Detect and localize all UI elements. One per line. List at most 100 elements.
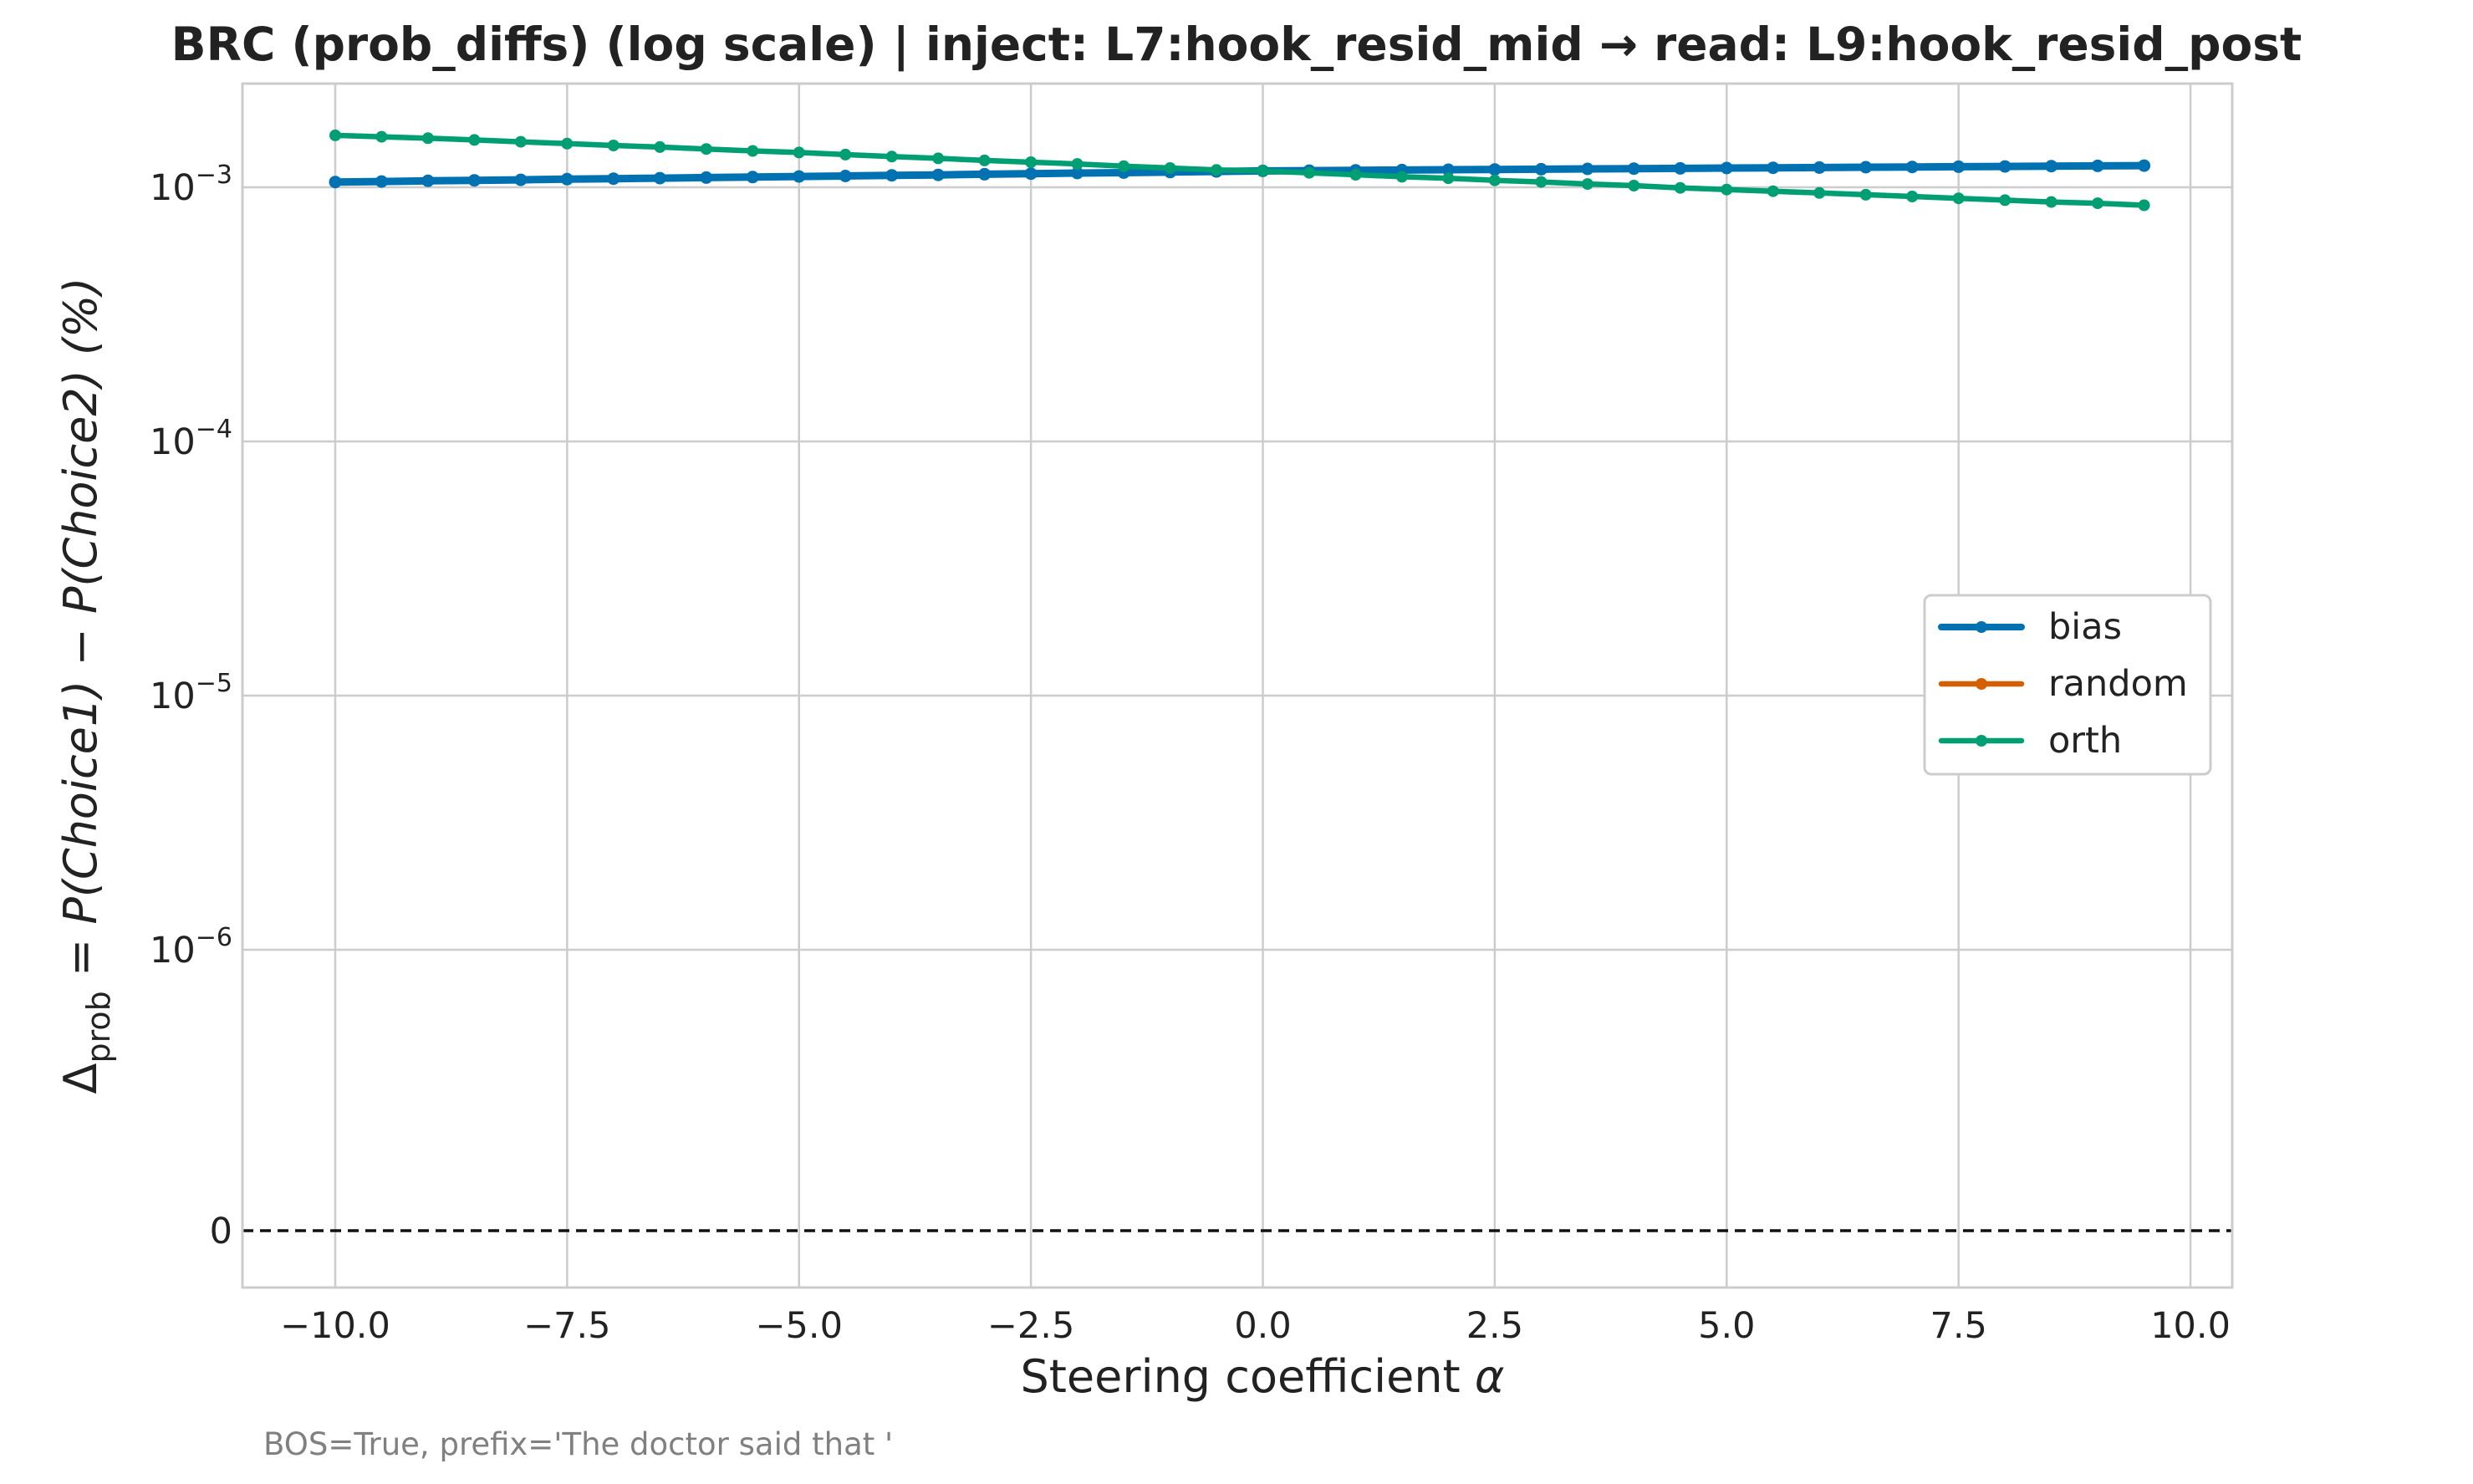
data-point-orth [1859, 188, 1872, 201]
data-point-bias [1767, 161, 1780, 175]
data-point-orth [1395, 171, 1408, 183]
data-point-orth [1488, 174, 1501, 186]
data-point-orth [1303, 166, 1315, 179]
data-point-bias [746, 171, 759, 184]
series-layer [329, 129, 2151, 212]
y-gridlines [242, 186, 2232, 951]
legend-marker-orth [1976, 735, 1987, 747]
data-point-orth [1071, 158, 1084, 171]
data-point-bias [2138, 159, 2151, 172]
x-tick-label: 10.0 [2150, 1305, 2231, 1347]
legend-label-bias: bias [2048, 606, 2122, 648]
data-point-bias [885, 169, 899, 182]
footnote: BOS=True, prefix='The doctor said that ' [263, 1426, 893, 1462]
data-point-bias [1627, 162, 1640, 176]
data-point-orth [1581, 178, 1593, 191]
data-point-orth [1952, 192, 1965, 205]
data-point-orth [1906, 191, 1919, 202]
chart-title: BRC (prob_diffs) (log scale) | inject: L… [171, 18, 2302, 72]
series-line-orth [332, 132, 2147, 208]
y-tick-label: 10−3 [150, 161, 232, 209]
x-tick-labels: −10.0 −7.5 −5.0 −2.5 0.0 2.5 5.0 7.5 10.0 [280, 1305, 2231, 1347]
data-point-bias [467, 174, 481, 187]
x-tick-label: 0.0 [1234, 1305, 1291, 1347]
data-point-orth [978, 154, 991, 166]
data-point-bias [2091, 159, 2104, 172]
legend: bias random orth [1923, 594, 2212, 776]
data-point-orth [1535, 176, 1548, 188]
y-tick-label: 10−4 [150, 415, 232, 463]
x-tick-label: −7.5 [523, 1305, 610, 1347]
data-point-orth [1442, 172, 1455, 185]
data-point-bias [375, 175, 388, 188]
x-tick-label: −2.5 [987, 1305, 1074, 1347]
data-point-orth [1118, 160, 1130, 172]
data-point-orth [654, 140, 666, 153]
legend-item-orth: orth [1938, 720, 2122, 762]
data-point-bias [514, 173, 528, 186]
data-point-orth [468, 134, 481, 146]
data-point-bias [1071, 166, 1084, 180]
legend-frame [1923, 594, 2212, 776]
data-point-bias [1905, 161, 1919, 174]
data-point-orth [700, 143, 712, 156]
x-tick-label: 7.5 [1930, 1305, 1986, 1347]
y-axis-label-expr: = P(Choice1) − P(Choice2) (%) [54, 278, 107, 992]
data-point-bias [978, 167, 992, 181]
data-point-bias [329, 176, 342, 189]
x-tick-label: −10.0 [280, 1305, 390, 1347]
legend-marker-bias [1976, 621, 1987, 633]
data-point-bias [931, 168, 945, 181]
data-point-orth [793, 146, 805, 159]
data-point-bias [1998, 160, 2012, 173]
data-point-orth [375, 130, 388, 143]
data-point-bias [1859, 161, 1873, 174]
y-axis-label-delta: Δ [54, 1063, 107, 1094]
data-point-bias [1441, 163, 1455, 176]
data-point-orth [2045, 196, 2057, 208]
data-point-bias [1534, 162, 1548, 176]
data-point-orth [2092, 197, 2104, 210]
series-orth [329, 129, 2150, 212]
legend-marker-random [1976, 678, 1987, 690]
y-tick-label: 10−5 [150, 669, 232, 717]
y-tick-label: 10−6 [150, 923, 232, 971]
y-tick-labels: 10−3 10−4 10−5 10−6 0 [150, 161, 232, 1252]
data-point-orth [747, 145, 759, 157]
data-point-bias [1813, 161, 1826, 174]
data-point-orth [839, 148, 852, 161]
data-point-orth [1257, 165, 1269, 177]
legend-items: bias random orth [1938, 606, 2188, 762]
data-point-orth [1721, 183, 1733, 196]
data-point-orth [1674, 181, 1686, 194]
data-point-bias [793, 170, 806, 183]
legend-item-random: random [1938, 663, 2188, 705]
data-point-orth [421, 132, 434, 145]
data-point-orth [2138, 199, 2150, 212]
data-point-orth [1164, 162, 1176, 174]
data-point-orth [1025, 156, 1038, 168]
y-tick-label: 0 [210, 1211, 232, 1252]
data-point-orth [885, 150, 898, 163]
data-point-orth [1211, 164, 1222, 176]
data-point-orth [514, 135, 527, 148]
data-point-orth [607, 140, 620, 151]
x-tick-label: 2.5 [1466, 1305, 1523, 1347]
data-point-bias [421, 174, 435, 187]
data-point-bias [2045, 160, 2058, 173]
data-point-orth [932, 152, 945, 165]
data-point-orth [1813, 186, 1826, 199]
data-point-bias [1581, 162, 1594, 176]
data-point-orth [1767, 185, 1779, 197]
data-point-bias [1720, 161, 1733, 175]
y-axis-label: Δprob = P(Choice1) − P(Choice2) (%) [54, 278, 117, 1094]
y-axis-label-sub: prob [80, 991, 117, 1063]
data-point-bias [1952, 160, 1966, 173]
data-point-bias [700, 171, 713, 184]
x-tick-label: 5.0 [1698, 1305, 1755, 1347]
plot-frame [241, 82, 2234, 1289]
legend-label-random: random [2048, 663, 2188, 705]
data-point-orth [329, 129, 341, 141]
plot-area [242, 84, 2232, 1288]
